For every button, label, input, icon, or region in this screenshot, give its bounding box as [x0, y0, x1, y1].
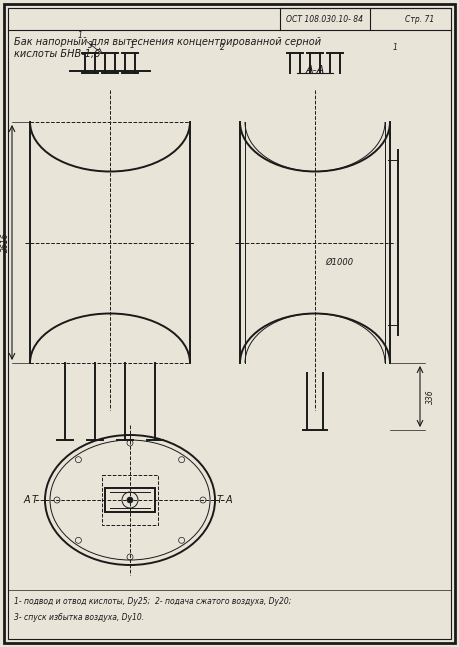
Text: 2: 2: [219, 43, 224, 52]
Text: 3: 3: [88, 41, 92, 50]
Bar: [105, 488, 155, 512]
Bar: [102, 475, 158, 525]
Text: А: А: [226, 495, 232, 505]
Text: 3- спуск избытка воздуха, Dy10.: 3- спуск избытка воздуха, Dy10.: [14, 613, 144, 622]
Text: 1: 1: [78, 32, 83, 41]
Text: Бак напорный для вытеснения концентрированной серной: Бак напорный для вытеснения концентриров…: [14, 37, 321, 47]
Text: 1- подвод и отвод кислоты, Dy25;  2- подача сжатого воздуха, Dy20;: 1- подвод и отвод кислоты, Dy25; 2- пода…: [14, 597, 291, 606]
Text: Ø1000: Ø1000: [325, 258, 353, 267]
Text: Т: Т: [217, 495, 223, 505]
Text: Стр. 71: Стр. 71: [405, 16, 435, 25]
Text: А: А: [24, 495, 30, 505]
Text: 336: 336: [426, 389, 435, 404]
Text: кислоты БНВ-1,6: кислоты БНВ-1,6: [14, 49, 101, 59]
Text: ОСТ 108.030.10- 84: ОСТ 108.030.10- 84: [286, 16, 364, 25]
Text: А-А: А-А: [305, 65, 325, 75]
Text: 1: 1: [129, 41, 134, 50]
Text: 1: 1: [392, 43, 397, 52]
Text: 2616: 2616: [0, 233, 10, 252]
Text: Т: Т: [32, 495, 38, 505]
Circle shape: [127, 497, 133, 503]
